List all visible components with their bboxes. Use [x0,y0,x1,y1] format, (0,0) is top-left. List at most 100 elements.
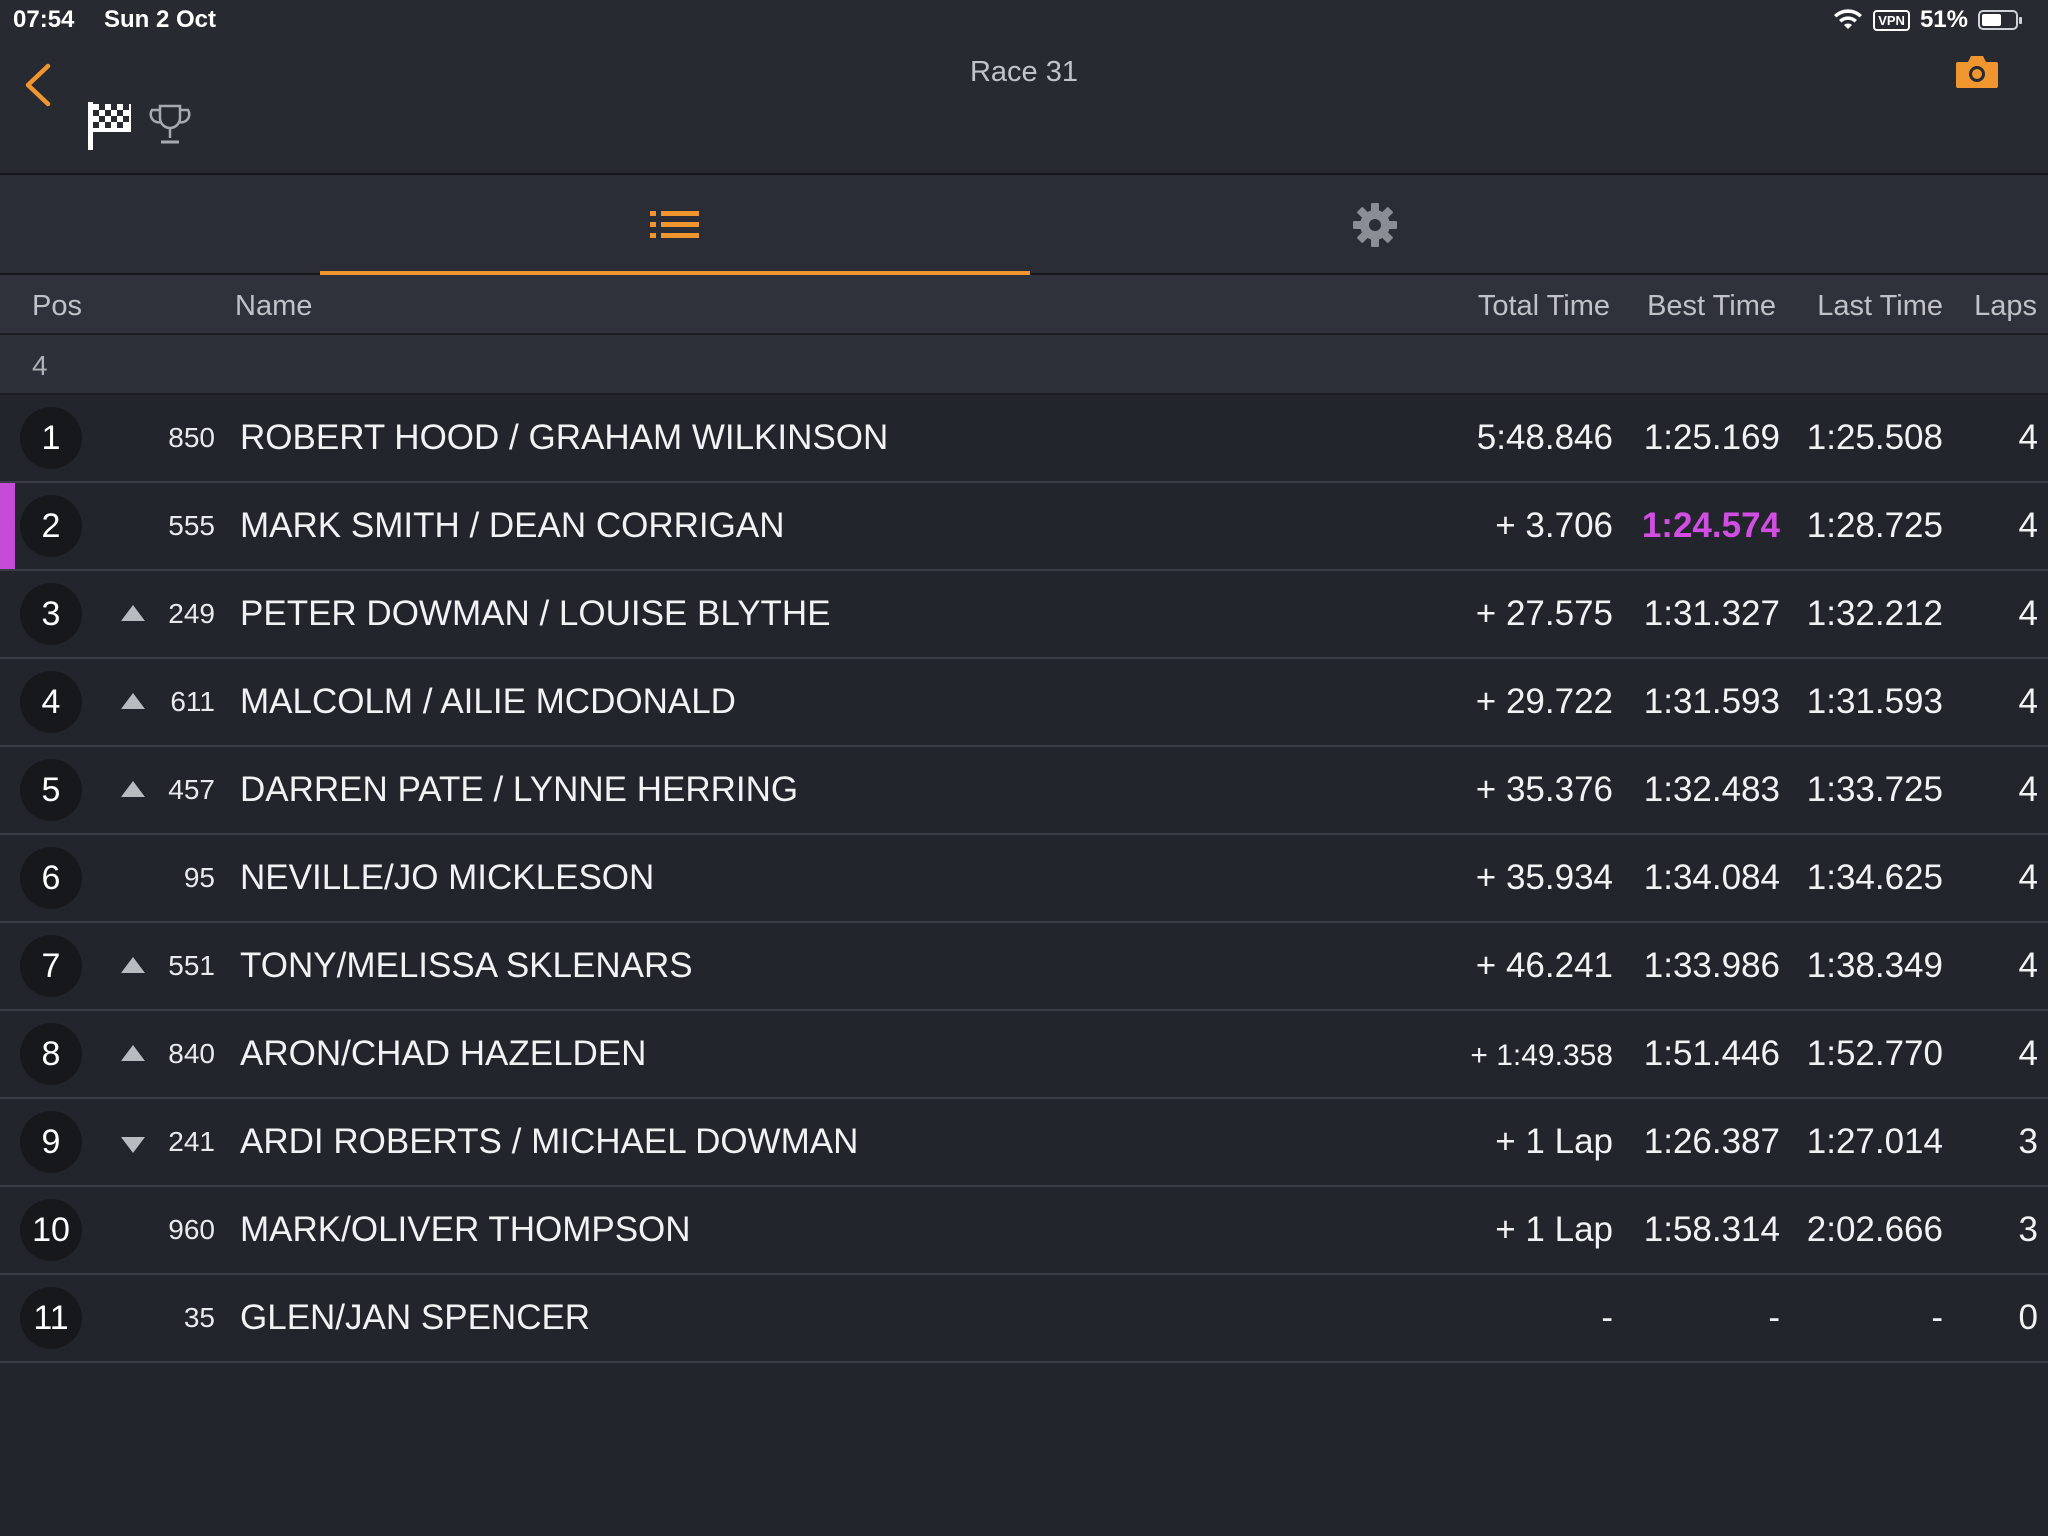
laps-count: 3 [2018,1210,2038,1249]
wifi-icon [1834,9,1863,29]
car-number: 249 [168,598,215,629]
driver-name: MARK SMITH / DEAN CORRIGAN [240,506,785,545]
car-number: 241 [168,1126,215,1157]
row-divider [0,1185,2048,1187]
best-time: 1:31.327 [1643,594,1780,633]
col-last-time[interactable]: Last Time [1817,290,1943,322]
status-bar: 07:54 Sun 2 Oct VPN 51% [0,0,2048,40]
result-row-8[interactable]: 8 840 ARON/CHAD HAZELDEN + 1:49.358 1:51… [0,1011,2048,1099]
driver-name: DARREN PATE / LYNNE HERRING [240,770,799,809]
total-time: + 46.241 [1475,946,1613,985]
row-divider [0,569,2048,571]
result-row-2[interactable]: 2 555 MARK SMITH / DEAN CORRIGAN + 3.706… [0,483,2048,571]
position-badge: 4 [20,671,82,733]
car-number: 840 [168,1038,215,1069]
trophy-icon[interactable] [148,102,192,153]
chevron-left-icon [25,63,51,107]
last-time: - [1931,1298,1943,1337]
result-row-5[interactable]: 5 457 DARREN PATE / LYNNE HERRING + 35.3… [0,747,2048,835]
group-header: 4 [0,335,2048,395]
nav-bar: Race 31 [0,40,2048,175]
last-time: 1:31.593 [1806,682,1943,721]
total-time: + 29.722 [1475,682,1613,721]
row-divider [0,1009,2048,1011]
total-time: + 1:49.358 [1470,1039,1613,1072]
col-total-time[interactable]: Total Time [1477,290,1610,322]
laps-count: 4 [2018,418,2038,457]
row-divider [0,921,2048,923]
driver-name: PETER DOWMAN / LOUISE BLYTHE [240,594,831,633]
col-laps[interactable]: Laps [1974,290,2037,322]
result-row-7[interactable]: 7 551 TONY/MELISSA SKLENARS + 46.241 1:3… [0,923,2048,1011]
laps-count: 4 [2018,594,2038,633]
last-time: 1:27.014 [1806,1122,1943,1161]
last-time: 1:32.212 [1806,594,1943,633]
result-row-6[interactable]: 6 95 NEVILLE/JO MICKLESON + 35.934 1:34.… [0,835,2048,923]
last-time: 1:25.508 [1806,418,1943,457]
position-badge: 11 [20,1287,82,1349]
col-pos[interactable]: Pos [32,290,82,322]
car-number: 960 [168,1214,215,1245]
last-time: 1:33.725 [1806,770,1943,809]
total-time: 5:48.846 [1476,418,1613,457]
tab-settings[interactable] [1030,175,1720,275]
driver-name: MALCOLM / AILIE MCDONALD [240,682,736,721]
back-button[interactable] [20,60,60,110]
laps-count: 4 [2018,858,2038,897]
result-row-9[interactable]: 9 241 ARDI ROBERTS / MICHAEL DOWMAN + 1 … [0,1099,2048,1187]
position-badge: 7 [20,935,82,997]
driver-name: ROBERT HOOD / GRAHAM WILKINSON [240,418,889,457]
laps-count: 4 [2018,946,2038,985]
position-badge: 10 [20,1199,82,1261]
result-row-11[interactable]: 11 35 GLEN/JAN SPENCER - - - 0 [0,1275,2048,1363]
total-time: + 3.706 [1495,506,1613,545]
car-number: 551 [168,950,215,981]
best-time: 1:58.314 [1643,1210,1780,1249]
result-row-10[interactable]: 10 960 MARK/OLIVER THOMPSON + 1 Lap 1:58… [0,1187,2048,1275]
row-divider [0,481,2048,483]
driver-name: ARON/CHAD HAZELDEN [240,1034,647,1073]
checkered-flag-icon[interactable] [86,100,134,157]
row-divider [0,745,2048,747]
position-badge: 5 [20,759,82,821]
best-time: 1:33.986 [1643,946,1780,985]
position-badge: 6 [20,847,82,909]
laps-count: 3 [2018,1122,2038,1161]
driver-name: GLEN/JAN SPENCER [240,1298,591,1337]
row-accent [0,483,15,569]
arrow-up-icon [121,605,145,621]
vpn-badge: VPN [1873,9,1910,31]
best-time: 1:32.483 [1643,770,1780,809]
car-number: 555 [168,510,215,541]
car-number: 457 [168,774,215,805]
best-time: 1:34.084 [1643,858,1780,897]
tab-results-list[interactable] [320,175,1030,275]
col-best-time[interactable]: Best Time [1647,290,1776,322]
result-row-3[interactable]: 3 249 PETER DOWMAN / LOUISE BLYTHE + 27.… [0,571,2048,659]
results-list: 1 8 5 0 ROBERT HOOD / GRAHAM WILKINSON 5:4… [0,395,2048,1363]
status-date: Sun 2 Oct [104,6,217,33]
total-time: + 35.376 [1475,770,1613,809]
result-row-1[interactable]: 1 850 ROBERT HOOD / GRAHAM WILKINSON 5:4… [0,395,2048,483]
position-badge: 1 [20,407,82,469]
last-time: 2:02.666 [1806,1210,1943,1249]
status-time: 07:54 [13,6,75,33]
car-number: 35 [183,1302,215,1333]
col-name[interactable]: Name [235,290,313,322]
laps-count: 4 [2018,1034,2038,1073]
last-time: 1:28.725 [1806,506,1943,545]
car-number: 95 [183,862,215,893]
arrow-up-icon [121,781,145,797]
laps-count: 4 [2018,770,2038,809]
tab-bar [0,175,2048,275]
last-time: 1:34.625 [1806,858,1943,897]
last-time: 1:38.349 [1806,946,1943,985]
laps-count: 0 [2018,1298,2038,1337]
total-time: + 1 Lap [1495,1122,1613,1161]
result-row-4[interactable]: 4 611 MALCOLM / AILIE MCDONALD + 29.722 … [0,659,2048,747]
position-badge: 8 [20,1023,82,1085]
group-label: 4 [32,350,48,381]
camera-button[interactable] [1954,52,2000,97]
position-badge: 9 [20,1111,82,1173]
best-time: 1:51.446 [1643,1034,1780,1073]
